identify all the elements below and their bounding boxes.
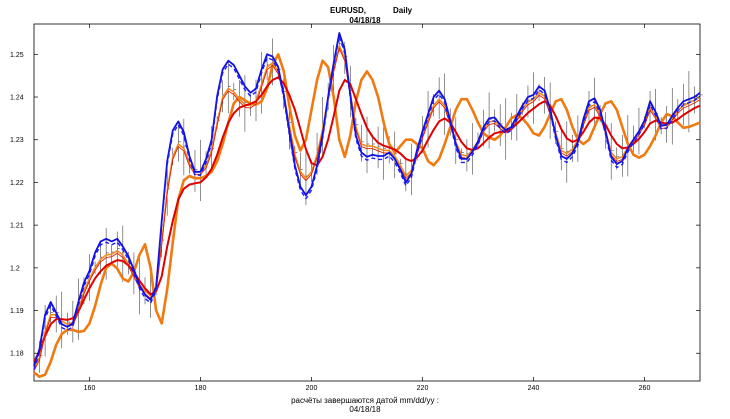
y-tick-label: 1.18 — [10, 351, 24, 358]
blue-dashed-line — [33, 35, 701, 370]
x-tick-label: 200 — [306, 385, 318, 392]
title-date: 04/18/18 — [349, 16, 381, 25]
blue-line — [33, 32, 701, 367]
x-tick-label: 180 — [195, 385, 207, 392]
y-tick-label: 1.19 — [10, 308, 24, 315]
price-bars — [33, 38, 703, 375]
y-tick-label: 1.25 — [10, 52, 24, 59]
x-tick-label: 240 — [528, 385, 540, 392]
y-tick-label: 1.21 — [10, 223, 24, 230]
x-tick-label: 220 — [417, 385, 429, 392]
y-axis: 1.18 1.19 1.2 1.21 1.22 1.23 1.24 1.25 — [10, 52, 700, 358]
y-tick-label: 1.23 — [10, 137, 24, 144]
red-line — [33, 76, 701, 363]
footer-date: 04/18/18 — [349, 405, 381, 414]
orange-slow-line — [33, 52, 701, 379]
y-tick-label: 1.24 — [10, 95, 24, 102]
title-timeframe: Daily — [393, 6, 413, 15]
thin-red-line — [33, 47, 701, 372]
plot-frame — [33, 23, 701, 382]
x-axis: 160 180 200 220 240 260 — [84, 24, 651, 392]
orange-fast-line — [33, 44, 701, 369]
series-lines — [33, 32, 701, 379]
x-tick-label: 260 — [639, 385, 651, 392]
y-tick-label: 1.22 — [10, 180, 24, 187]
footer-caption: расчёты завершаются датой mm/dd/yy : — [291, 396, 439, 405]
x-tick-label: 160 — [84, 385, 96, 392]
title-symbol: EURUSD, — [330, 6, 367, 15]
y-tick-label: 1.2 — [10, 265, 20, 272]
